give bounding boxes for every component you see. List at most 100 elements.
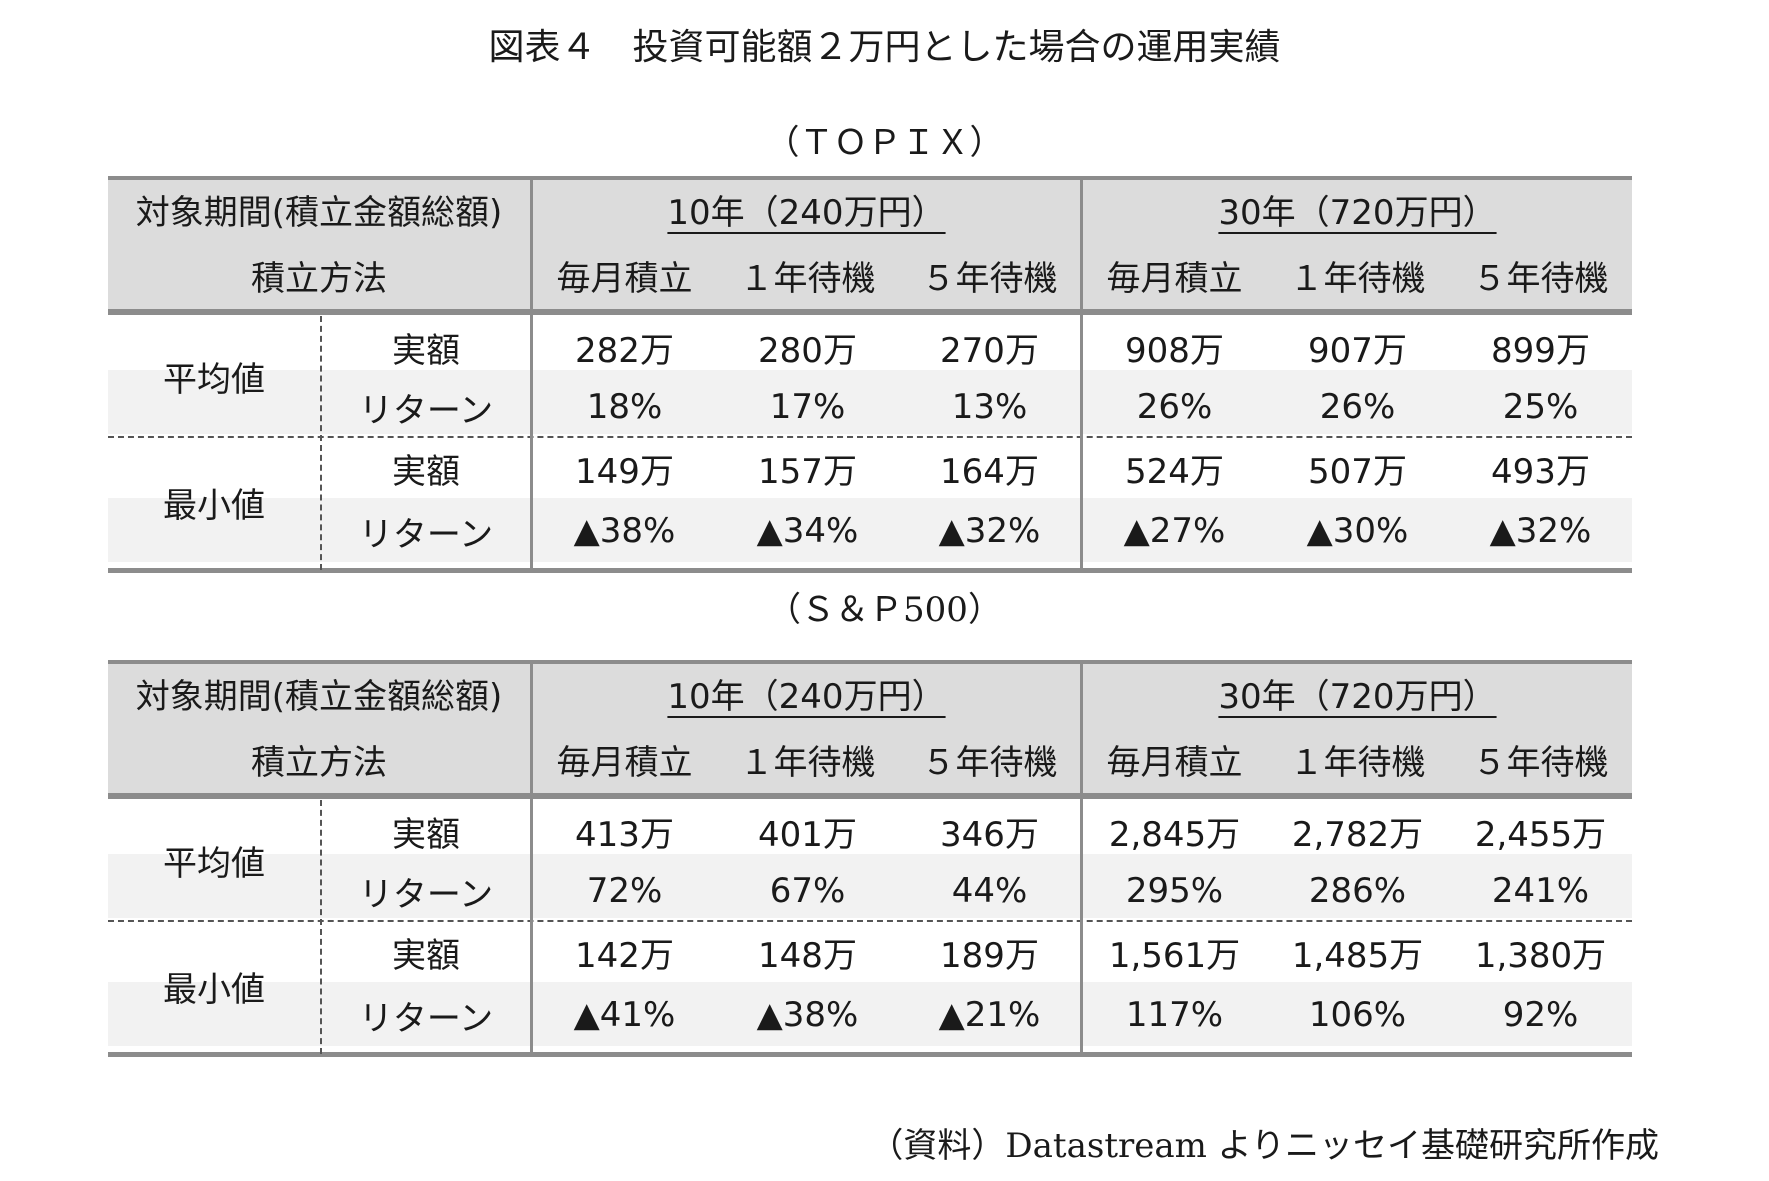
- table-cell: 270万: [940, 330, 1039, 371]
- metric-label: 実額: [392, 330, 460, 371]
- period-10-text: 10年（240万円）: [667, 676, 946, 717]
- column-divider: [1080, 176, 1083, 573]
- table-cell: 92%: [1502, 995, 1579, 1035]
- method-header: １年待機: [739, 742, 876, 783]
- method-header: １年待機: [1289, 258, 1426, 299]
- method-header: ５年待機: [1472, 258, 1609, 299]
- table-cell: 908万: [1125, 330, 1224, 371]
- table-cell: ▲27%: [1123, 511, 1226, 551]
- sp500-subtitle: （Ｓ＆Ｐ500）: [767, 590, 1002, 630]
- label-divider: [320, 316, 322, 570]
- table-cell: 1,561万: [1108, 935, 1241, 976]
- period-30-text: 30年（720万円）: [1218, 192, 1497, 233]
- table-cell: 26%: [1319, 387, 1396, 427]
- header-background: [108, 660, 1632, 794]
- table-cell: 142万: [575, 935, 674, 976]
- method-header: ５年待機: [921, 258, 1058, 299]
- table-cell: 413万: [575, 814, 674, 855]
- group-divider: [108, 920, 1632, 922]
- table-border-top: [108, 660, 1632, 664]
- period-30-header: 30年（720万円）: [1083, 176, 1632, 242]
- table-cell: ▲38%: [573, 511, 676, 551]
- table-cell: 117%: [1125, 995, 1224, 1035]
- header-divider: [108, 309, 1632, 315]
- period-label: 対象期間(積立金額総額): [135, 192, 503, 233]
- table-cell: 899万: [1491, 330, 1590, 371]
- source-note: （資料）Datastream よりニッセイ基礎研究所作成: [869, 1126, 1659, 1166]
- method-label: 積立方法: [251, 742, 387, 783]
- table-cell: 907万: [1308, 330, 1407, 371]
- metric-label: リターン: [358, 514, 494, 555]
- table-cell: 149万: [575, 451, 674, 492]
- row-band: [108, 370, 1632, 434]
- table-cell: 44%: [951, 871, 1028, 911]
- table-cell: 401万: [758, 814, 857, 855]
- metric-label: リターン: [358, 998, 494, 1039]
- table-cell: 295%: [1125, 871, 1224, 911]
- table-cell: 286%: [1308, 871, 1407, 911]
- table-cell: 72%: [586, 871, 663, 911]
- row-band: [108, 498, 1632, 562]
- table-cell: 280万: [758, 330, 857, 371]
- method-header: 毎月積立: [556, 258, 693, 299]
- table-cell: 157万: [758, 451, 857, 492]
- table-border-bottom: [108, 568, 1632, 573]
- method-header: 毎月積立: [1106, 258, 1243, 299]
- table-cell: ▲41%: [573, 995, 676, 1035]
- table-cell: 1,380万: [1474, 935, 1607, 976]
- table-border-top: [108, 176, 1632, 180]
- table-cell: 106%: [1308, 995, 1407, 1035]
- table-cell: 282万: [575, 330, 674, 371]
- figure-title: 図表４ 投資可能額２万円とした場合の運用実績: [488, 27, 1281, 68]
- period-10-header: 10年（240万円）: [533, 660, 1080, 726]
- table-cell: 346万: [940, 814, 1039, 855]
- table-cell: 493万: [1491, 451, 1590, 492]
- period-30-header: 30年（720万円）: [1083, 660, 1632, 726]
- table-cell: ▲30%: [1306, 511, 1409, 551]
- method-header: 毎月積立: [556, 742, 693, 783]
- group-divider: [108, 436, 1632, 438]
- period-10-header: 10年（240万円）: [533, 176, 1080, 242]
- row-band: [108, 854, 1632, 918]
- period-label: 対象期間(積立金額総額): [135, 676, 503, 717]
- method-header: ５年待機: [921, 742, 1058, 783]
- table-cell: 67%: [769, 871, 846, 911]
- table-cell: ▲38%: [756, 995, 859, 1035]
- period-10-text: 10年（240万円）: [667, 192, 946, 233]
- table-cell: 26%: [1136, 387, 1213, 427]
- method-header: ５年待機: [1472, 742, 1609, 783]
- method-header: 毎月積立: [1106, 742, 1243, 783]
- table-cell: 148万: [758, 935, 857, 976]
- table-cell: 2,845万: [1108, 814, 1241, 855]
- metric-label: 実額: [392, 935, 460, 976]
- sp500-table: 対象期間(積立金額総額) 積立方法 10年（240万円） 30年（720万円） …: [108, 660, 1632, 1058]
- label-divider: [320, 800, 322, 1054]
- table-cell: 13%: [951, 387, 1028, 427]
- period-30-text: 30年（720万円）: [1218, 676, 1497, 717]
- method-header: １年待機: [1289, 742, 1426, 783]
- table-cell: ▲21%: [938, 995, 1041, 1035]
- header-background: [108, 176, 1632, 310]
- column-divider: [530, 176, 533, 573]
- table-cell: ▲32%: [1489, 511, 1592, 551]
- table-cell: ▲32%: [938, 511, 1041, 551]
- metric-label: リターン: [358, 874, 494, 915]
- table-cell: 189万: [940, 935, 1039, 976]
- table-cell: 164万: [940, 451, 1039, 492]
- topix-table: 対象期間(積立金額総額) 積立方法 10年（240万円） 30年（720万円） …: [108, 176, 1632, 574]
- table-cell: 507万: [1308, 451, 1407, 492]
- group-label-average: 平均値: [163, 843, 265, 884]
- table-cell: 241%: [1491, 871, 1590, 911]
- table-cell: 524万: [1125, 451, 1224, 492]
- table-cell: 25%: [1502, 387, 1579, 427]
- column-divider: [1080, 660, 1083, 1057]
- topix-subtitle: （ＴＯＰＩＸ）: [765, 123, 1004, 163]
- metric-label: 実額: [392, 814, 460, 855]
- table-cell: 18%: [586, 387, 663, 427]
- group-label-minimum: 最小値: [163, 485, 265, 526]
- table-border-bottom: [108, 1052, 1632, 1057]
- column-divider: [530, 660, 533, 1057]
- table-cell: 17%: [769, 387, 846, 427]
- table-cell: 2,782万: [1291, 814, 1424, 855]
- method-label: 積立方法: [251, 258, 387, 299]
